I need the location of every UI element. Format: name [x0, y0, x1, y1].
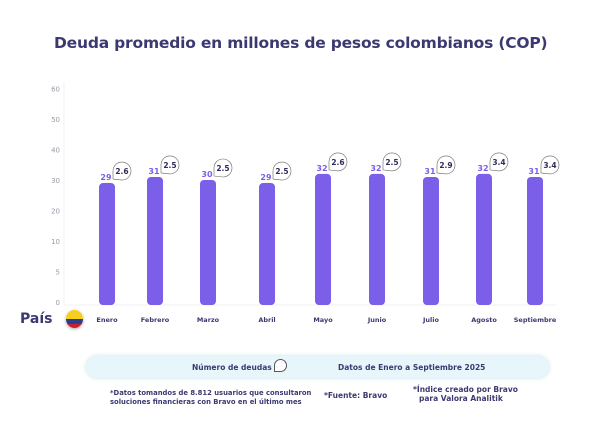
debt-count-label: 2.9: [439, 161, 452, 170]
bar-chart: 05102030405060292.6Enero312.5Febrero302.…: [51, 82, 560, 324]
y-tick-label: 0: [56, 299, 60, 307]
debt-count-label: 2.5: [163, 161, 176, 170]
bar-value-label: 32: [477, 164, 488, 173]
x-tick-label: Septiembre: [514, 316, 557, 324]
debt-count-label: 2.5: [385, 158, 398, 167]
note-source: *Fuente: Bravo: [324, 391, 388, 400]
bar-septiembre: [527, 176, 543, 305]
x-tick-label: Marzo: [197, 316, 220, 324]
note-users-line2: soluciones financieras con Bravo en el ú…: [110, 398, 302, 406]
bar-value-label: 32: [370, 164, 381, 173]
bar-value-label: 32: [316, 164, 327, 173]
bar-abril: [259, 183, 275, 305]
speech-bubble: [489, 152, 509, 172]
bar-value-label: 31: [148, 167, 160, 176]
bar-febrero: [147, 176, 163, 305]
y-tick-label: 30: [51, 177, 60, 185]
legend-bar: Número de deudas Datos de Enero a Septie…: [86, 356, 549, 378]
note-index-line2: para Valora Analitik: [419, 394, 503, 403]
speech-bubble: [112, 161, 132, 181]
bar-value-label: 30: [201, 170, 213, 179]
bar-value-label: 31: [424, 167, 436, 176]
bar-enero: [99, 183, 115, 305]
speech-bubble: [328, 152, 348, 172]
x-tick-label: Mayo: [313, 316, 333, 324]
debt-count-label: 2.5: [216, 164, 229, 173]
debt-count-label: 3.4: [492, 158, 505, 167]
debt-count-label: 3.4: [543, 161, 556, 170]
debt-count-label: 2.6: [331, 158, 344, 167]
bar-marzo: [200, 180, 216, 305]
debt-count-label: 2.6: [115, 167, 128, 176]
note-users-line1: *Datos tomandos de 8.812 usuarios que co…: [110, 389, 312, 397]
note-index: *Índice creado por Bravo para Valora Ana…: [413, 385, 518, 403]
bar-mayo: [315, 173, 331, 305]
legend-bubble-label: Número de deudas: [192, 363, 272, 372]
note-index-line1: *Índice creado por Bravo: [413, 385, 518, 394]
chart-title: Deuda promedio en millones de pesos colo…: [54, 34, 548, 52]
x-tick-label: Julio: [422, 316, 440, 324]
speech-bubble: [213, 158, 233, 178]
x-tick-label: Abril: [258, 316, 275, 324]
x-tick-label: Agosto: [471, 316, 497, 324]
speech-bubble: [436, 155, 456, 175]
x-tick-label: Enero: [96, 316, 118, 324]
bar-julio: [423, 176, 439, 305]
bar-value-label: 29: [260, 173, 272, 182]
note-users: *Datos tomandos de 8.812 usuarios que co…: [110, 389, 311, 407]
legend-period: Datos de Enero a Septiembre 2025: [338, 363, 486, 372]
country-label: País: [20, 311, 53, 327]
bar-value-label: 31: [528, 167, 540, 176]
bar-value-label: 29: [100, 173, 112, 182]
y-tick-label: 60: [51, 86, 60, 94]
speech-bubble: [160, 155, 180, 175]
bar-agosto: [476, 173, 492, 305]
y-tick-label: 20: [51, 208, 60, 216]
speech-bubble: [540, 155, 560, 175]
x-tick-label: Junio: [367, 316, 387, 324]
debt-count-label: 2.5: [275, 167, 288, 176]
x-tick-label: Febrero: [141, 316, 170, 324]
colombia-flag-icon: [66, 310, 83, 328]
y-tick-label: 50: [51, 116, 60, 124]
y-tick-label: 40: [51, 147, 60, 155]
speech-bubble: [382, 152, 402, 172]
speech-bubble-icon: [274, 359, 287, 372]
bar-junio: [369, 173, 385, 305]
speech-bubble: [272, 161, 292, 181]
y-tick-label: 5: [56, 269, 60, 277]
y-tick-label: 10: [51, 238, 60, 246]
